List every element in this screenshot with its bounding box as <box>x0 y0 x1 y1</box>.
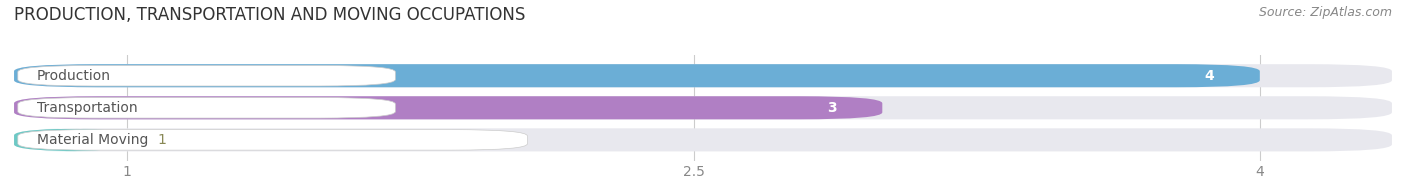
FancyBboxPatch shape <box>14 96 883 119</box>
Text: Production: Production <box>37 69 111 83</box>
FancyBboxPatch shape <box>14 64 1260 87</box>
FancyBboxPatch shape <box>14 64 1392 87</box>
Text: Source: ZipAtlas.com: Source: ZipAtlas.com <box>1258 6 1392 19</box>
FancyBboxPatch shape <box>18 130 527 150</box>
Text: Transportation: Transportation <box>37 101 138 115</box>
FancyBboxPatch shape <box>18 98 395 118</box>
Text: 1: 1 <box>157 133 166 147</box>
Text: Material Moving: Material Moving <box>37 133 148 147</box>
FancyBboxPatch shape <box>18 65 395 86</box>
Text: PRODUCTION, TRANSPORTATION AND MOVING OCCUPATIONS: PRODUCTION, TRANSPORTATION AND MOVING OC… <box>14 6 526 24</box>
FancyBboxPatch shape <box>14 96 1392 119</box>
FancyBboxPatch shape <box>14 128 128 152</box>
Text: 3: 3 <box>827 101 837 115</box>
Text: 4: 4 <box>1205 69 1215 83</box>
FancyBboxPatch shape <box>14 128 1392 152</box>
